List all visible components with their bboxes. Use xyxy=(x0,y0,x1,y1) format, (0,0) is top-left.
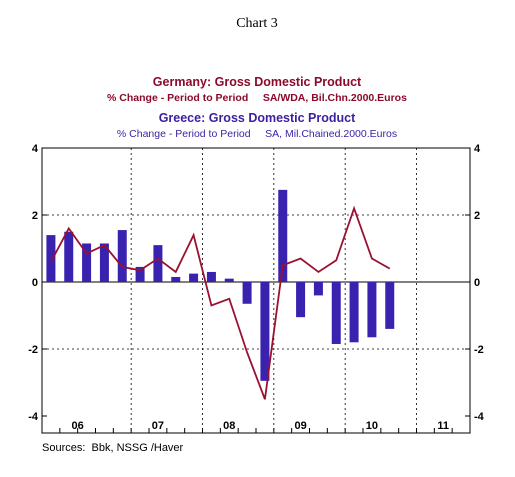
greece-gdp-bar xyxy=(296,282,306,318)
greece-gdp-bar xyxy=(153,245,163,282)
y-tick-label-right: 0 xyxy=(474,277,480,289)
greece-title: Greece: Gross Domestic Product xyxy=(159,111,356,125)
greece-gdp-bar xyxy=(117,230,127,282)
plot-area: 4 4 2 2 0 0 -2 -2 -4 -4 06 07 08 09 10 11 xyxy=(28,143,485,434)
y-tick-label-left: 0 xyxy=(32,277,38,289)
y-tick-label-left: -2 xyxy=(28,344,38,356)
y-tick-label-right: -2 xyxy=(474,344,484,356)
chart-label: Chart 3 xyxy=(236,16,278,31)
x-tick-label: 10 xyxy=(366,420,378,432)
greece-gdp-bar xyxy=(206,271,216,282)
greece-gdp-bar xyxy=(171,276,181,282)
x-tick-label: 11 xyxy=(437,420,449,432)
plot-frame xyxy=(41,147,471,434)
x-tick-label: 07 xyxy=(152,420,164,432)
y-tick-label-right: 4 xyxy=(474,143,481,155)
y-tick-label-left: 4 xyxy=(32,143,39,155)
germany-title: Germany: Gross Domestic Product xyxy=(153,75,362,89)
greece-gdp-bar xyxy=(331,282,341,344)
greece-gdp-bar xyxy=(260,282,270,381)
y-tick-label-left: 2 xyxy=(32,210,38,222)
greece-gdp-bar xyxy=(278,189,288,282)
greece-gdp-bar xyxy=(46,235,56,282)
germany-subtitle: % Change - Period to Period SA/WDA, Bil.… xyxy=(107,92,407,104)
germany-gdp-line xyxy=(50,205,391,400)
source-note: Sources: Bbk, NSSG /Haver xyxy=(42,442,184,454)
x-tick-label: 06 xyxy=(72,420,84,432)
greece-gdp-bar xyxy=(385,282,395,329)
greece-gdp-bar xyxy=(135,266,145,282)
x-tick-label: 09 xyxy=(294,420,306,432)
greece-gdp-bar xyxy=(242,282,252,304)
greece-gdp-bar xyxy=(189,273,199,282)
greece-gdp-bar xyxy=(224,278,234,282)
greece-gdp-bar xyxy=(313,282,323,296)
y-tick-label-right: -4 xyxy=(474,411,485,423)
greece-subtitle: % Change - Period to Period SA, Mil.Chai… xyxy=(117,128,397,140)
x-tick-label: 08 xyxy=(223,420,235,432)
greece-gdp-bar xyxy=(367,282,377,338)
greece-gdp-bar xyxy=(349,282,359,343)
y-tick-label-right: 2 xyxy=(474,210,480,222)
greece-gdp-bar xyxy=(99,243,109,282)
greece-gdp-bar xyxy=(82,243,92,282)
y-tick-label-left: -4 xyxy=(28,411,39,423)
greece-gdp-bar xyxy=(64,231,74,282)
